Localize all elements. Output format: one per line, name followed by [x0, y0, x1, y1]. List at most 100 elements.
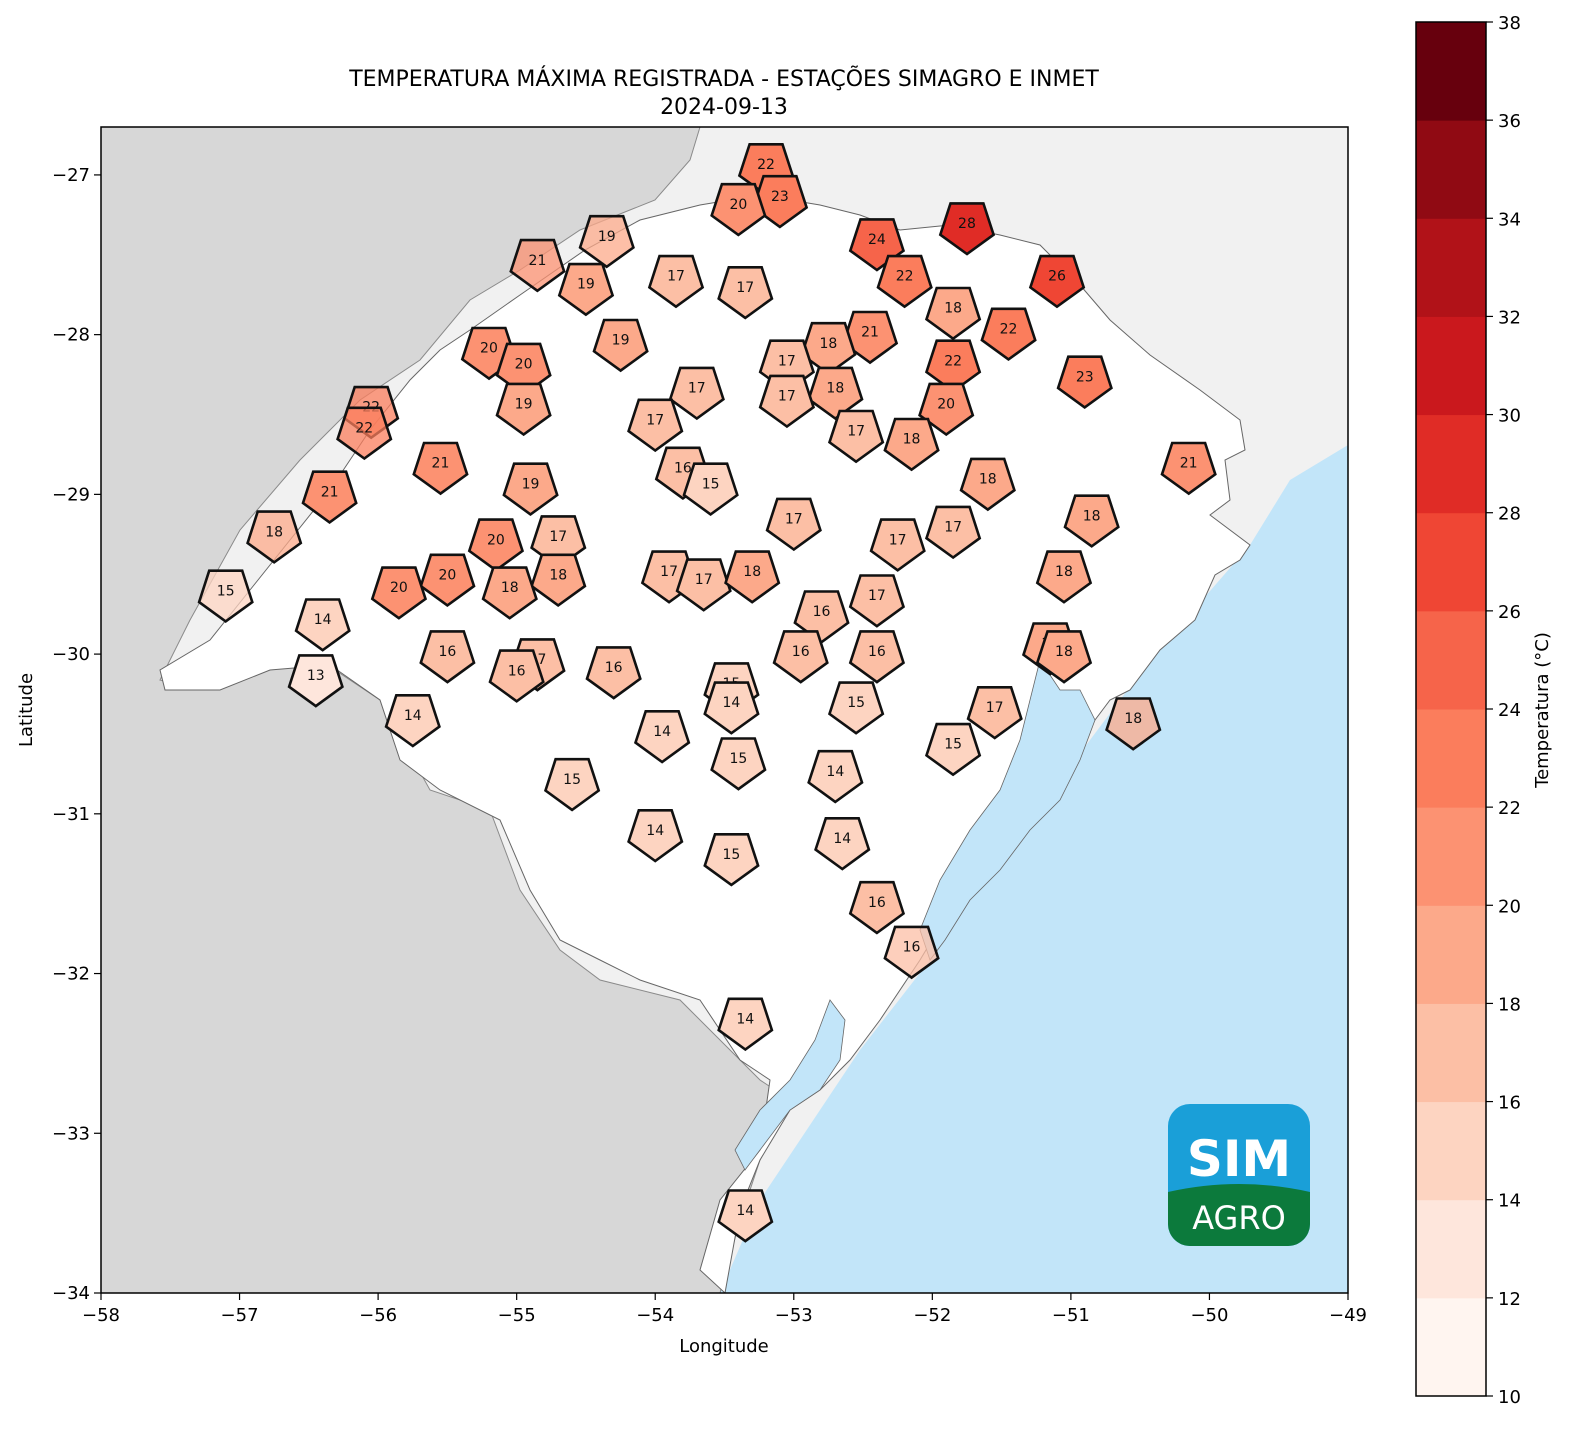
station-pentagon [827, 681, 885, 735]
station-value: 15 [723, 847, 741, 863]
station-value: 15 [729, 751, 747, 767]
station-pentagon [384, 693, 441, 748]
station-pentagon [869, 518, 926, 572]
station-pentagon [827, 409, 885, 464]
station-value: 14 [736, 1011, 754, 1027]
station-marker: 14 [384, 693, 441, 748]
colorbar-segment [1416, 807, 1486, 906]
colorbar [1415, 21, 1487, 1397]
station-value: 15 [702, 476, 720, 492]
station-marker: 18 [800, 321, 857, 376]
station-pentagon [772, 630, 829, 684]
station-pentagon [883, 417, 940, 472]
station-pentagon [724, 550, 781, 604]
station-value: 18 [549, 567, 567, 583]
station-marker: 20 [710, 182, 767, 237]
station-pentagon [1035, 550, 1093, 604]
station-pentagon [814, 816, 871, 871]
station-marker: 17 [869, 518, 926, 572]
station-value: 28 [958, 216, 976, 232]
y-tick-label: −29 [52, 484, 90, 505]
station-value: 16 [438, 644, 456, 660]
station-marker: 17 [717, 265, 774, 320]
station-value: 15 [563, 772, 581, 788]
station-value: 16 [605, 660, 623, 676]
station-value: 17 [868, 588, 886, 604]
station-value: 18 [1055, 644, 1073, 660]
station-value: 21 [321, 484, 339, 500]
x-tick-label: −49 [1329, 1305, 1367, 1326]
station-value: 23 [771, 189, 789, 205]
station-value: 18 [820, 336, 838, 352]
station-value: 16 [813, 604, 831, 620]
station-value: 21 [432, 456, 450, 472]
station-marker: 17 [765, 497, 822, 552]
station-pentagon [1105, 697, 1162, 751]
station-marker: 13 [287, 654, 344, 708]
station-value: 22 [757, 157, 775, 173]
colorbar-segment [1416, 120, 1486, 219]
station-value: 18 [501, 580, 519, 596]
station-value: 24 [868, 232, 886, 248]
station-value: 13 [307, 668, 325, 684]
station-marker: 19 [578, 214, 635, 269]
colorbar-segment [1416, 1199, 1486, 1299]
colorbar-segment [1416, 1003, 1486, 1103]
station-value: 19 [515, 397, 533, 413]
station-value: 18 [979, 472, 997, 488]
station-pentagon [675, 558, 732, 612]
colorbar-tick-label: 38 [1498, 13, 1521, 34]
station-marker: 16 [848, 880, 906, 935]
station-pentagon [1063, 494, 1120, 548]
station-value: 22 [1000, 321, 1018, 337]
colorbar-tick-label: 28 [1498, 504, 1521, 525]
station-marker: 20 [495, 342, 552, 397]
x-tick-label: −52 [913, 1305, 951, 1326]
station-pentagon [481, 566, 538, 620]
station-marker: 17 [966, 685, 1023, 740]
x-tick-label: −56 [359, 1305, 397, 1326]
station-value: 18 [944, 301, 962, 317]
map-date: 2024-09-13 [660, 95, 788, 120]
station-value: 17 [646, 412, 664, 428]
station-marker: 17 [627, 398, 684, 453]
station-value: 22 [355, 420, 373, 436]
station-value: 17 [778, 389, 796, 405]
station-pentagon [924, 339, 982, 394]
station-value: 18 [743, 564, 761, 580]
station-marker: 14 [703, 681, 760, 735]
colorbar-label: Temperatura (°C) [1532, 632, 1553, 789]
station-pentagon [966, 685, 1023, 740]
colorbar-tick-label: 34 [1498, 209, 1521, 230]
station-marker: 21 [412, 441, 469, 496]
station-marker: 14 [627, 808, 684, 863]
colorbar-tick-label: 26 [1498, 602, 1521, 623]
station-pentagon [627, 398, 684, 453]
station-pentagon [717, 1189, 774, 1243]
station-pentagon [980, 307, 1037, 362]
station-pentagon [530, 553, 587, 608]
station-marker: 21 [301, 470, 358, 525]
station-marker: 15 [703, 832, 760, 887]
station-pentagon [959, 457, 1016, 512]
station-value: 18 [826, 381, 844, 397]
station-pentagon [301, 470, 358, 525]
station-pentagon [294, 598, 351, 652]
station-pentagon [717, 997, 774, 1052]
station-marker: 19 [495, 382, 552, 437]
station-pentagon [647, 254, 705, 309]
station-marker: 16 [585, 646, 642, 700]
station-value: 20 [937, 397, 955, 413]
station-pentagon [585, 646, 642, 700]
station-pentagon [495, 342, 552, 397]
station-marker: 15 [543, 757, 601, 812]
station-marker: 15 [710, 737, 767, 791]
map-title: TEMPERATURA MÁXIMA REGISTRADA - ESTAÇÕES… [348, 65, 1099, 92]
station-value: 20 [438, 567, 456, 583]
station-value: 17 [986, 700, 1004, 716]
y-axis-label: Latitude [16, 673, 37, 747]
station-value: 17 [736, 280, 754, 296]
y-axis: −27 −28 −29 −30 −31 −32 −33 −34 [52, 165, 101, 1304]
station-pentagon [543, 757, 601, 812]
station-marker: 16 [488, 649, 545, 703]
